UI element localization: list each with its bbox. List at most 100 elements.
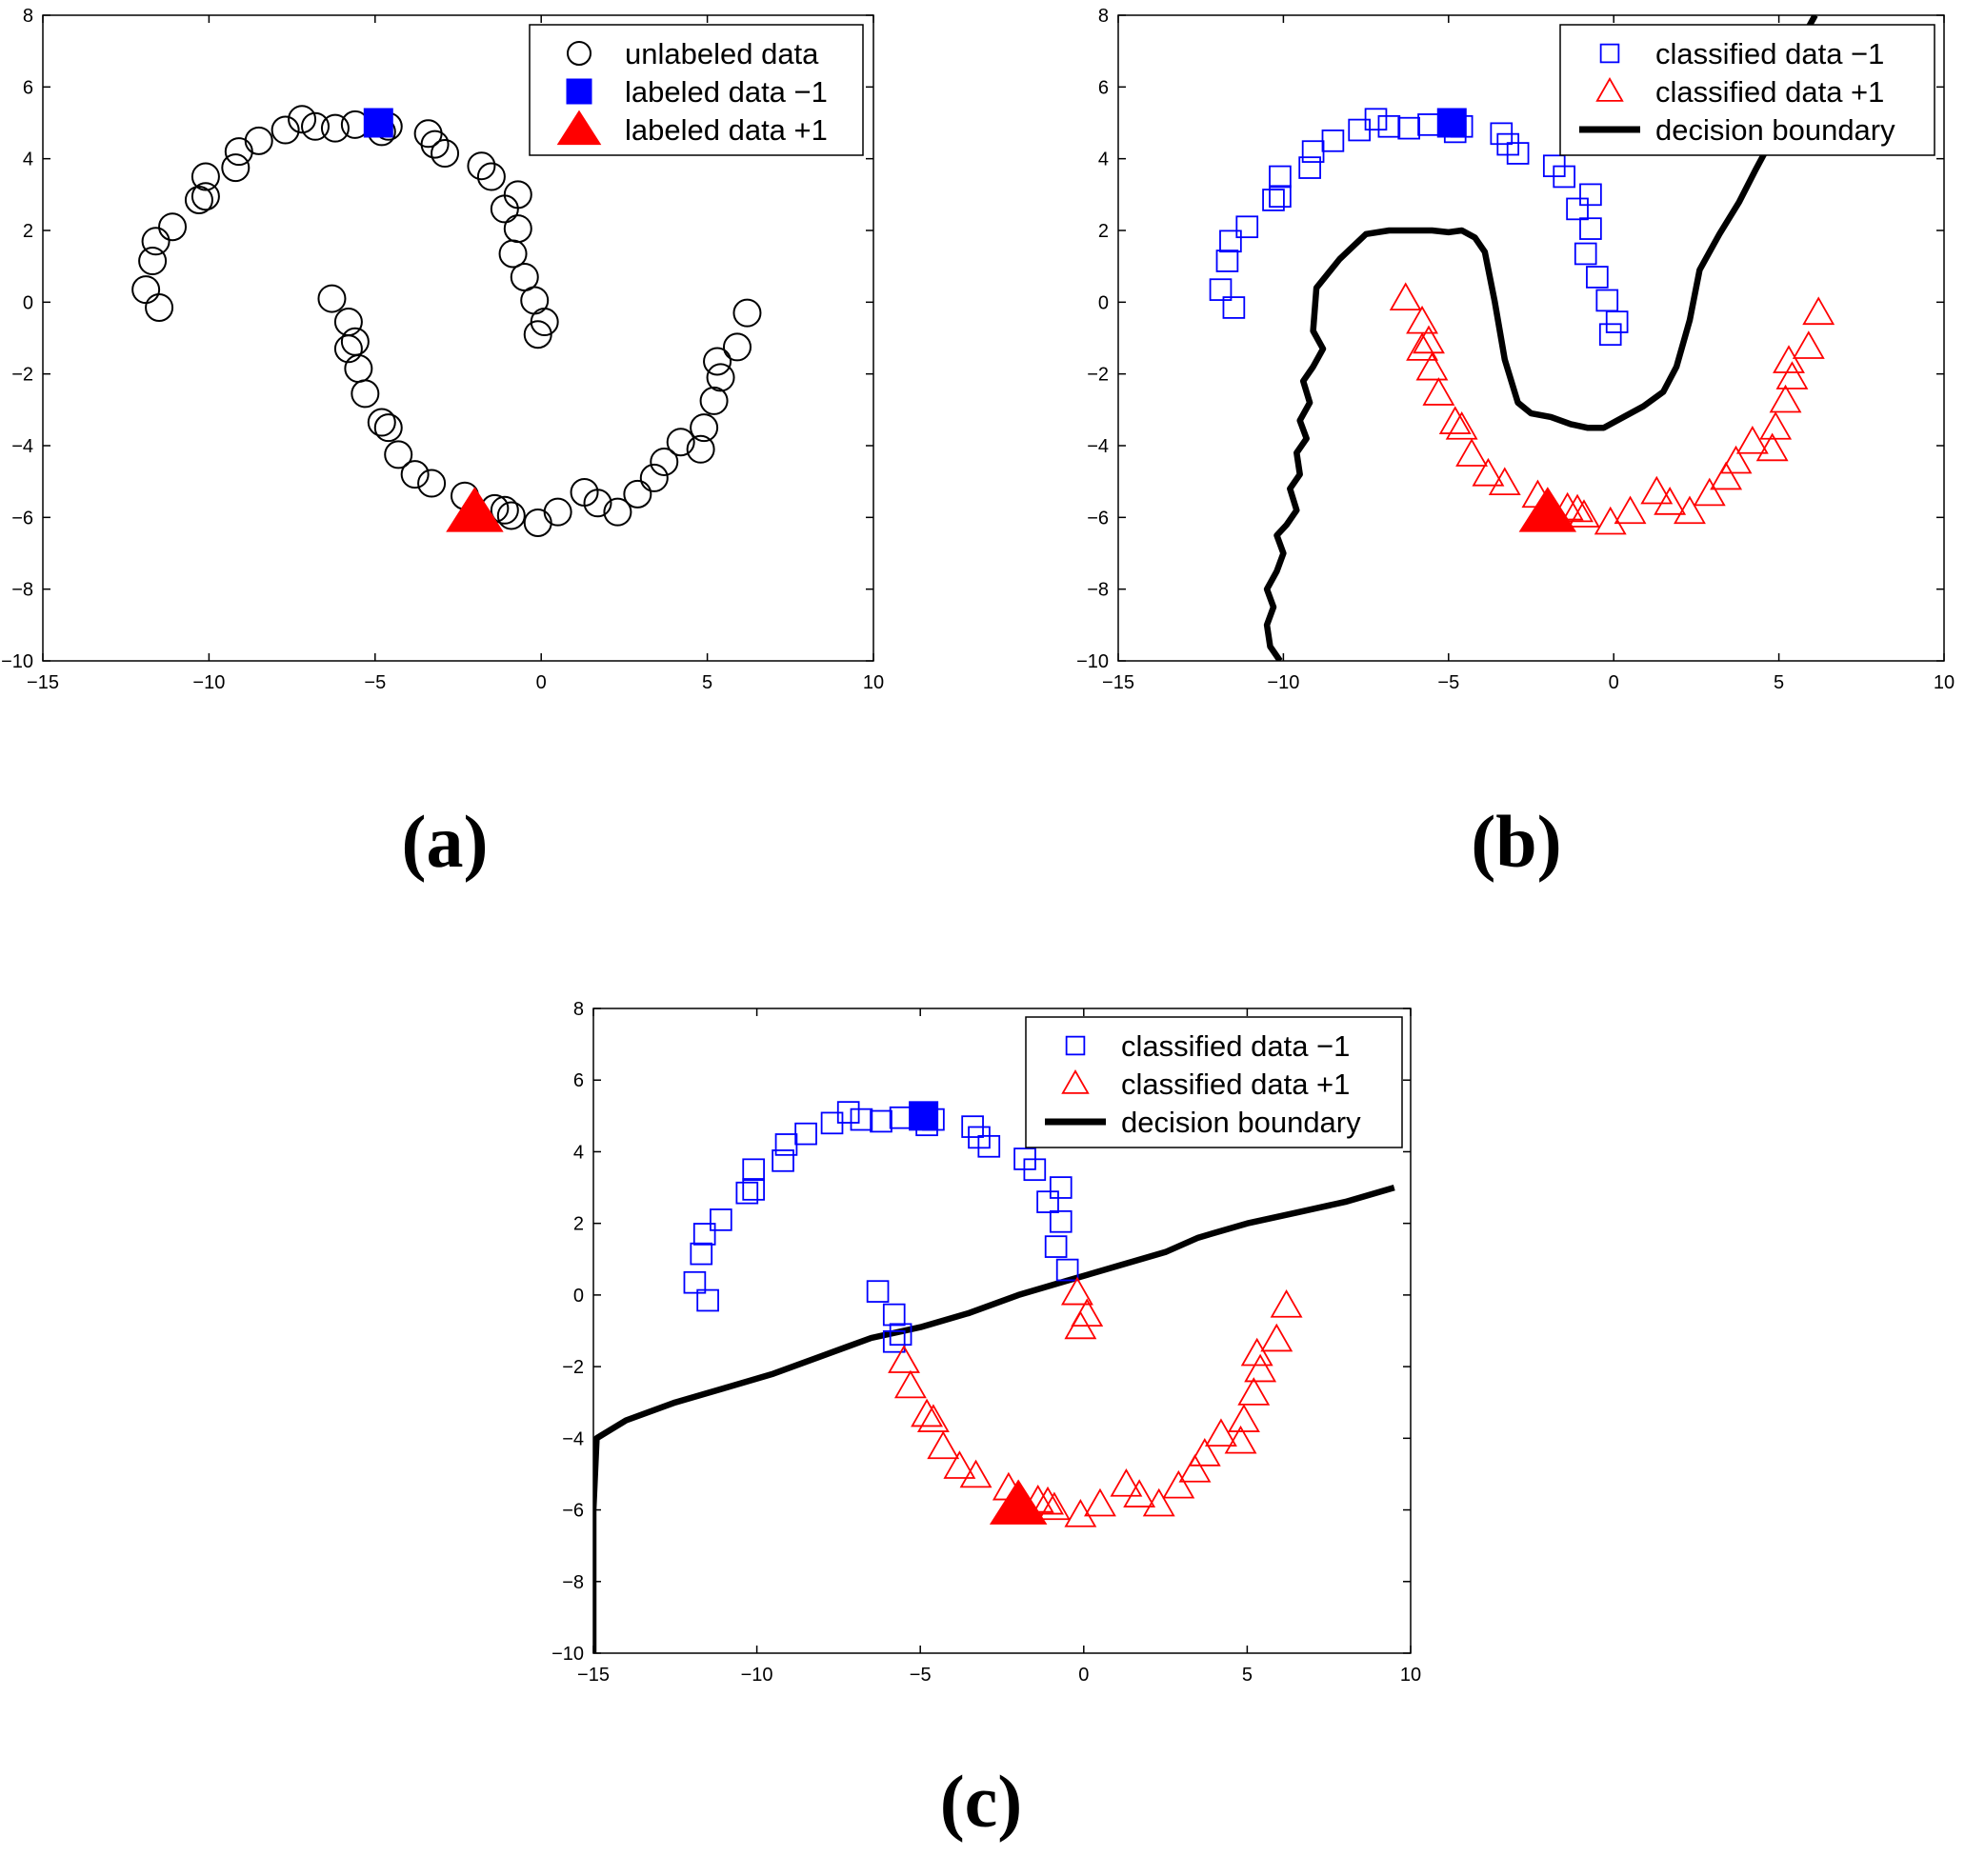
labeled-pos-point bbox=[1518, 487, 1577, 532]
y-tick-label: 2 bbox=[1098, 221, 1109, 242]
unlabeled-point bbox=[722, 332, 752, 362]
y-tick-label: 6 bbox=[573, 1070, 584, 1091]
classified-neg-point bbox=[836, 1101, 860, 1124]
classified-neg-point bbox=[1036, 1190, 1059, 1213]
x-tick-label: −15 bbox=[577, 1665, 610, 1686]
classified-pos-point bbox=[1142, 1487, 1175, 1517]
classified-pos-point bbox=[1032, 1486, 1064, 1515]
unlabeled-point bbox=[190, 162, 220, 191]
classified-pos-point bbox=[1064, 1498, 1097, 1527]
caption-b: (b) bbox=[1471, 800, 1561, 883]
legend-marker bbox=[1599, 43, 1620, 64]
y-tick-label: −4 bbox=[1087, 436, 1109, 457]
x-tick-label: −10 bbox=[1267, 672, 1299, 693]
classified-neg-point bbox=[1298, 156, 1321, 179]
classified-pos-point bbox=[1188, 1438, 1221, 1467]
classified-pos-point bbox=[1773, 345, 1805, 373]
unlabeled-point bbox=[333, 334, 363, 364]
classified-pos-point bbox=[1735, 426, 1769, 454]
classified-pos-point bbox=[1438, 406, 1472, 434]
y-tick-label: −10 bbox=[551, 1644, 584, 1665]
classified-neg-point bbox=[1579, 183, 1602, 207]
classified-neg-point bbox=[683, 1270, 707, 1294]
classified-pos-point bbox=[893, 1369, 927, 1399]
unlabeled-point bbox=[623, 479, 652, 509]
classified-pos-point bbox=[1228, 1404, 1260, 1432]
unlabeled-point bbox=[288, 105, 317, 134]
classified-neg-point bbox=[710, 1208, 732, 1231]
classified-neg-point bbox=[1506, 142, 1530, 165]
unlabeled-point bbox=[373, 413, 403, 443]
legend-label: labeled data −1 bbox=[625, 75, 828, 109]
unlabeled-point bbox=[703, 347, 732, 376]
classified-neg-point bbox=[696, 1288, 719, 1312]
y-tick-label: −2 bbox=[11, 365, 33, 386]
classified-neg-point bbox=[1235, 215, 1259, 239]
y-tick-label: 4 bbox=[1098, 150, 1109, 170]
classified-pos-point bbox=[1123, 1479, 1156, 1507]
classified-pos-point bbox=[916, 1404, 950, 1432]
classified-neg-point bbox=[882, 1303, 906, 1327]
classified-neg-point bbox=[1219, 230, 1242, 253]
unlabeled-point bbox=[690, 413, 719, 443]
classified-pos-point bbox=[1640, 475, 1674, 505]
classified-neg-point bbox=[1553, 165, 1576, 189]
legend-marker bbox=[1061, 1068, 1090, 1094]
x-tick-label: 10 bbox=[1934, 672, 1955, 693]
classified-pos-point bbox=[1060, 1276, 1093, 1306]
classified-neg-point bbox=[692, 1223, 716, 1246]
y-tick-label: 2 bbox=[573, 1214, 584, 1235]
x-tick-label: −10 bbox=[192, 672, 225, 693]
caption-a: (a) bbox=[402, 800, 489, 883]
unlabeled-point bbox=[699, 386, 729, 415]
y-tick-label: 0 bbox=[573, 1286, 584, 1307]
unlabeled-point bbox=[420, 130, 450, 159]
y-tick-label: 8 bbox=[1098, 6, 1109, 27]
unlabeled-point bbox=[523, 320, 552, 349]
classified-pos-point bbox=[1240, 1337, 1273, 1367]
labeled-pos-point bbox=[989, 1479, 1048, 1525]
classified-neg-point bbox=[1209, 278, 1233, 301]
labeled-neg-point bbox=[1436, 108, 1467, 138]
unlabeled-point bbox=[583, 489, 612, 518]
legend-marker bbox=[1595, 76, 1624, 102]
classified-pos-point bbox=[1568, 499, 1600, 528]
classified-pos-point bbox=[1769, 384, 1802, 413]
classified-pos-point bbox=[1162, 1469, 1195, 1499]
classified-pos-point bbox=[1415, 351, 1449, 381]
legend-label: unlabeled data bbox=[625, 37, 819, 70]
labeled-neg-point bbox=[363, 108, 393, 138]
classified-neg-point bbox=[1269, 185, 1292, 209]
classified-neg-point bbox=[850, 1108, 873, 1131]
unlabeled-point bbox=[639, 463, 669, 492]
x-tick-label: 0 bbox=[1609, 672, 1619, 693]
y-tick-label: 6 bbox=[23, 77, 33, 98]
unlabeled-point bbox=[666, 428, 695, 457]
y-tick-label: 6 bbox=[1098, 77, 1109, 98]
x-tick-label: 5 bbox=[1774, 672, 1784, 693]
unlabeled-point bbox=[706, 363, 735, 392]
unlabeled-point bbox=[301, 111, 331, 141]
y-tick-label: −8 bbox=[562, 1572, 584, 1593]
classified-neg-point bbox=[1055, 1258, 1079, 1282]
unlabeled-point bbox=[320, 113, 350, 143]
unlabeled-point bbox=[141, 227, 170, 256]
classified-neg-point bbox=[1397, 116, 1421, 140]
classified-neg-point bbox=[1605, 310, 1629, 333]
classified-neg-point bbox=[1215, 249, 1239, 272]
classified-neg-point bbox=[1321, 130, 1345, 152]
classified-neg-point bbox=[1262, 189, 1285, 211]
classified-pos-point bbox=[1244, 1353, 1277, 1383]
unlabeled-point bbox=[244, 126, 273, 155]
classified-pos-point bbox=[1693, 477, 1726, 507]
unlabeled-point bbox=[431, 139, 460, 169]
x-tick-label: 0 bbox=[1078, 1665, 1089, 1686]
legend-label: classified data +1 bbox=[1121, 1068, 1350, 1101]
x-tick-label: −5 bbox=[364, 672, 386, 693]
classified-pos-point bbox=[1488, 467, 1521, 495]
unlabeled-point bbox=[650, 447, 679, 476]
classified-pos-point bbox=[1710, 461, 1743, 490]
x-tick-label: 10 bbox=[863, 672, 884, 693]
